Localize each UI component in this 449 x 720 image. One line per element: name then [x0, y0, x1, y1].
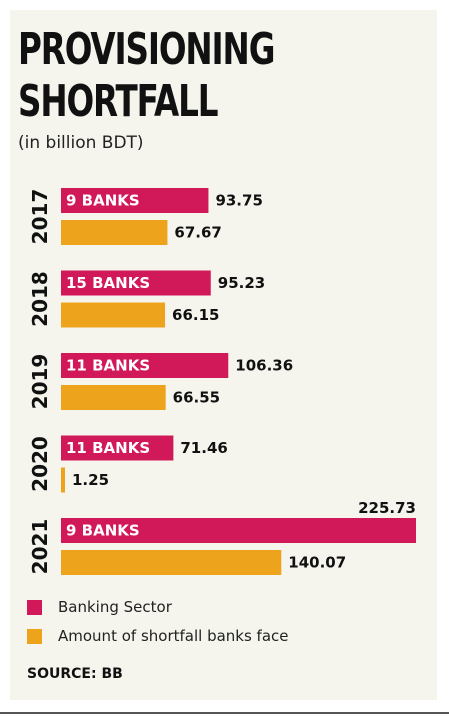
bar-banking-sector-2017 — [61, 188, 209, 213]
year-label-2019: 2019 — [28, 354, 52, 410]
value-label-shortfall-2021: 140.07 — [288, 554, 346, 572]
bar-label-2017: 9 BANKS — [66, 192, 140, 210]
legend-swatch-shortfall — [27, 628, 42, 644]
bar-label-2021: 9 BANKS — [66, 522, 140, 540]
bar-banking-sector-2021 — [61, 518, 416, 543]
chart-title: PROVISIONING SHORTFALL — [18, 24, 275, 128]
value-label-shortfall-2018: 66.15 — [172, 306, 219, 324]
bar-banking-sector-2020 — [61, 435, 174, 461]
legend-label-shortfall: Amount of shortfall banks face — [58, 627, 289, 645]
bar-shortfall-2021 — [61, 550, 282, 575]
value-label-banking-sector-2021: 225.73 — [358, 499, 416, 517]
bar-shortfall-2020 — [61, 467, 65, 493]
value-label-banking-sector-2018: 95.23 — [218, 274, 265, 292]
year-label-2020: 2020 — [28, 436, 52, 492]
bar-shortfall-2017 — [61, 220, 168, 245]
legend-label-banking-sector: Banking Sector — [58, 598, 172, 616]
bar-banking-sector-2019 — [61, 353, 229, 378]
value-label-shortfall-2017: 67.67 — [174, 224, 221, 242]
chart-subtitle: (in billion BDT) — [18, 133, 144, 153]
legend-item-banking-sector: Banking Sector — [27, 598, 172, 616]
year-label-2021: 2021 — [28, 519, 52, 575]
bar-label-2020: 11 BANKS — [66, 439, 150, 457]
value-label-banking-sector-2020: 71.46 — [180, 439, 227, 457]
bar-shortfall-2019 — [61, 385, 166, 410]
title-line-2: SHORTFALL — [18, 76, 219, 127]
value-label-shortfall-2020: 1.25 — [72, 471, 109, 489]
bar-label-2018: 15 BANKS — [66, 274, 150, 292]
value-label-shortfall-2019: 66.55 — [173, 389, 220, 407]
year-label-2017: 2017 — [28, 189, 52, 245]
bar-banking-sector-2018 — [61, 270, 211, 296]
title-line-1: PROVISIONING — [18, 24, 275, 75]
value-label-banking-sector-2017: 93.75 — [215, 192, 262, 210]
bar-shortfall-2018 — [61, 302, 166, 328]
legend-item-shortfall: Amount of shortfall banks face — [27, 627, 289, 645]
source-note: SOURCE: BB — [27, 666, 123, 682]
year-label-2018: 2018 — [28, 271, 52, 327]
bar-label-2019: 11 BANKS — [66, 357, 150, 375]
divider — [0, 712, 449, 714]
value-label-banking-sector-2019: 106.36 — [235, 357, 293, 375]
legend-swatch-banking-sector — [27, 599, 42, 615]
